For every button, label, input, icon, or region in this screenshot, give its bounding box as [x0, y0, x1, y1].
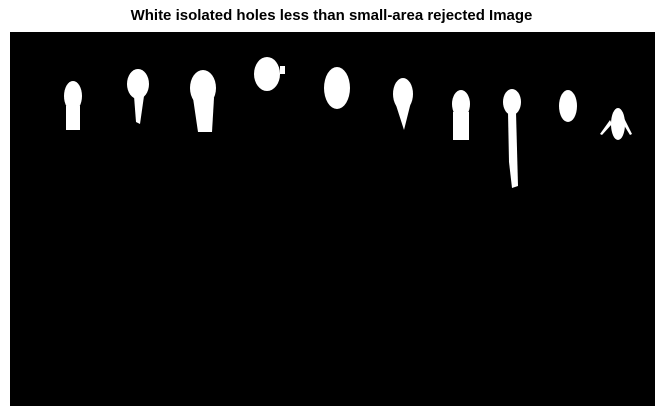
- blob: [453, 112, 469, 140]
- blob: [611, 108, 625, 140]
- binary-image: [10, 32, 655, 406]
- blob: [254, 57, 280, 91]
- blob: [324, 67, 350, 109]
- blob: [280, 66, 285, 74]
- blob: [127, 69, 149, 99]
- blob: [66, 106, 80, 130]
- blob: [503, 89, 521, 115]
- blob: [559, 90, 577, 122]
- figure-title: White isolated holes less than small-are…: [0, 7, 663, 24]
- figure-window: White isolated holes less than small-are…: [0, 0, 663, 414]
